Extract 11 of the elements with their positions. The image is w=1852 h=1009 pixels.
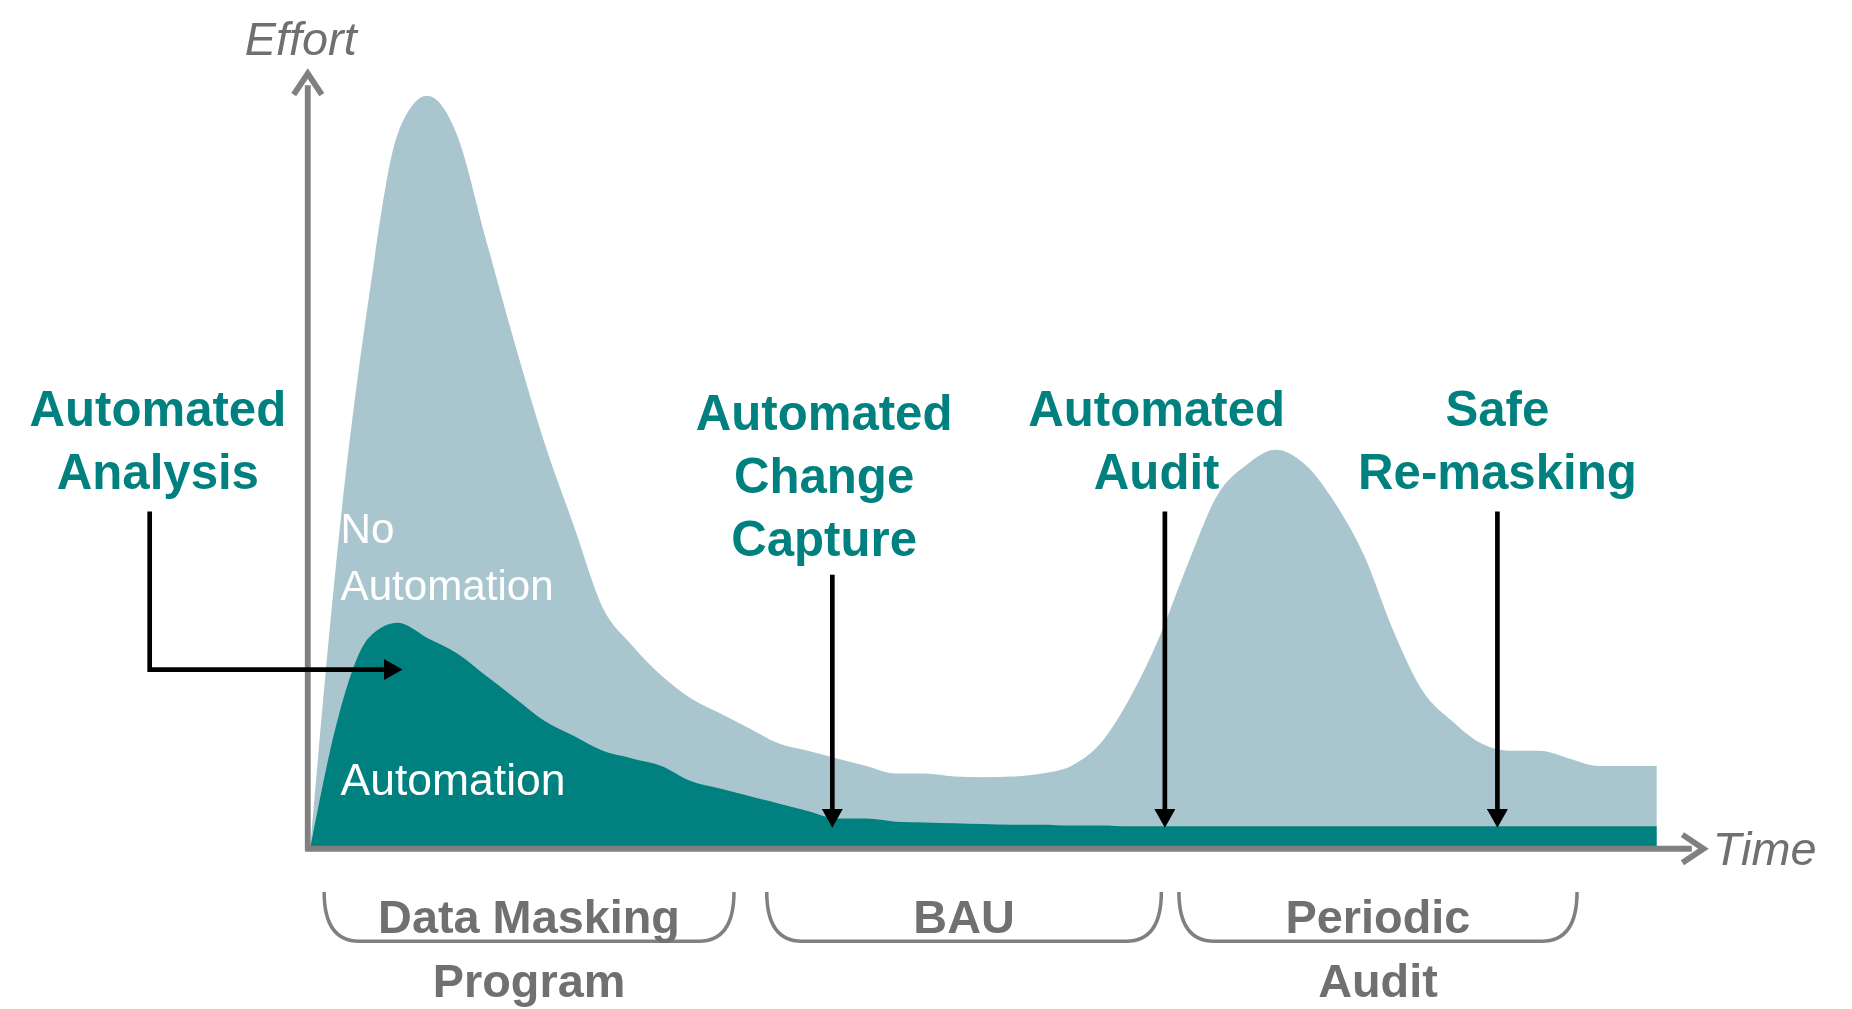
series-label: No Automation	[340, 505, 554, 610]
text: BAU	[913, 891, 1015, 944]
annotation: Automated Change Capture	[695, 384, 953, 567]
annotation: Safe Re-masking	[1358, 381, 1637, 500]
text: Automated Analysis	[29, 381, 287, 500]
annotation: Automated Audit	[1028, 381, 1286, 500]
text: Periodic Audit	[1285, 891, 1471, 1008]
y-axis-title: Effort	[244, 12, 359, 65]
text: Data Masking Program	[378, 891, 680, 1008]
x-axis-title: Time	[1712, 823, 1817, 876]
series-label: Automation	[340, 754, 566, 804]
